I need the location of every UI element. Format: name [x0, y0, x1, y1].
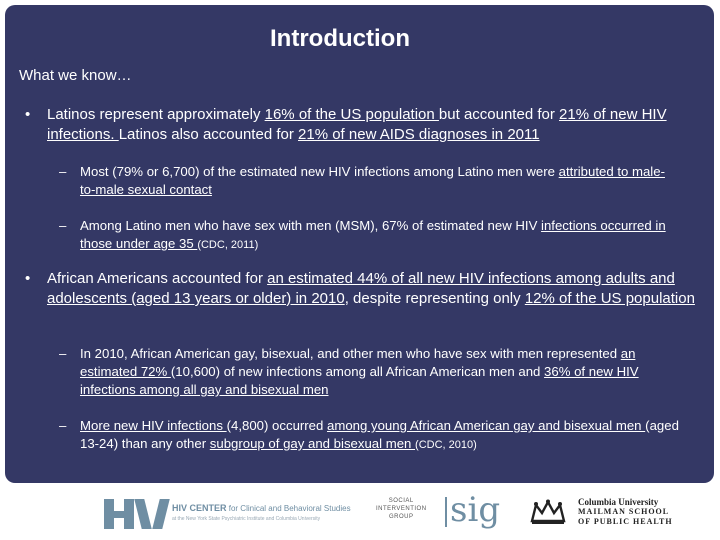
public-health: OF PUBLIC HEALTH: [578, 517, 673, 526]
sig-line: SOCIAL: [388, 498, 414, 504]
text-run: (aged 13-24) than any other: [80, 418, 679, 451]
text-run: but accounted for: [438, 106, 560, 123]
footer-logos: HIV CENTER for Clinical and Behavioral S…: [0, 485, 720, 540]
text-run: (10,600) of new infections among all Afr…: [170, 364, 545, 379]
dash-marker: –: [59, 164, 67, 179]
underlined-run: an estimated 72%: [80, 346, 636, 379]
underlined-run: 21% of new AIDS diagnoses in 2011: [298, 126, 540, 143]
hiv-center-sub: for Clinical and Behavioral Studies: [226, 504, 351, 513]
columbia-university: Columbia University: [578, 497, 659, 507]
underlined-run: 16% of the US population: [264, 106, 439, 123]
citation: (CDC, 2011): [197, 239, 259, 251]
subbullet-text: In 2010, African American gay, bisexual,…: [80, 345, 680, 399]
subheading: What we know…: [19, 67, 132, 84]
text-run: In 2010, African American gay, bisexual,…: [80, 346, 621, 361]
bullet-text: African Americans accounted for an estim…: [47, 269, 697, 309]
columbia-crown-icon: [530, 499, 566, 524]
sig-line: GROUP: [389, 514, 414, 520]
sig-line: INTERVENTION: [376, 506, 427, 512]
subbullet-text: More new HIV infections (4,800) occurred…: [80, 417, 680, 454]
bullet-marker: •: [25, 106, 31, 123]
underlined-run: infections occurred in those under age 3…: [80, 218, 666, 251]
underlined-run: 36% of new HIV infections among all gay …: [80, 364, 639, 397]
sig-divider: [445, 497, 447, 527]
dash-marker: –: [59, 218, 67, 233]
text-run: Latinos also accounted for: [118, 126, 299, 143]
underlined-run: an estimated 44% of all new HIV infectio…: [47, 270, 675, 307]
content-panel: Introduction What we know… • Latinos rep…: [5, 5, 714, 483]
subbullet-text: Among Latino men who have sex with men (…: [80, 217, 680, 254]
underlined-run: among young African American gay and bis…: [327, 418, 646, 433]
text-run: , despite representing only: [344, 290, 525, 307]
underlined-run: 12% of the US population: [524, 290, 695, 307]
text-run: Most (79% or 6,700) of the estimated new…: [80, 164, 559, 179]
underlined-run: attributed to male-to-male sexual contac…: [80, 164, 665, 197]
text-run: African Americans accounted for: [47, 270, 268, 287]
sig-text: SOCIAL INTERVENTION GROUP: [376, 497, 427, 521]
sig-logo: sig: [450, 490, 501, 530]
mailman-school: MAILMAN SCHOOL: [578, 507, 670, 516]
bullet-text: Latinos represent approximately 16% of t…: [47, 105, 697, 145]
columbia-mailman-text: Columbia University MAILMAN SCHOOL OF PU…: [578, 497, 673, 527]
hiv-center-name: HIV CENTER: [172, 503, 227, 513]
hiv-center-logo: [104, 497, 170, 531]
slide-title: Introduction: [270, 25, 410, 52]
hiv-center-text: HIV CENTER for Clinical and Behavioral S…: [172, 503, 351, 522]
text-run: (4,800) occurred: [226, 418, 328, 433]
text-run: Among Latino men who have sex with men (…: [80, 218, 542, 233]
text-run: Latinos represent approximately: [47, 106, 265, 123]
underlined-run: subgroup of gay and bisexual men: [209, 436, 416, 451]
underlined-run: 21% of new HIV infections.: [47, 106, 667, 143]
dash-marker: –: [59, 346, 67, 361]
citation: (CDC, 2010): [415, 439, 477, 451]
underlined-run: More new HIV infections: [80, 418, 227, 433]
hiv-center-affiliation: at the New York State Psychiatric Instit…: [172, 516, 321, 522]
dash-marker: –: [59, 418, 67, 433]
bullet-marker: •: [25, 270, 31, 287]
subbullet-text: Most (79% or 6,700) of the estimated new…: [80, 163, 680, 199]
